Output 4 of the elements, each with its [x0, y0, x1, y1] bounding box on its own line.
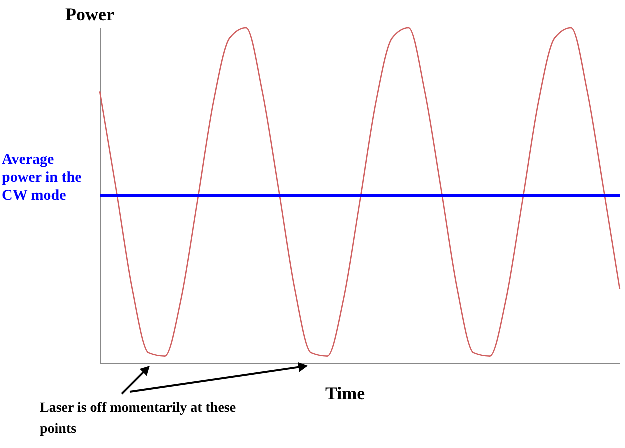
y-axis-title: Power — [66, 4, 114, 24]
x-axis-title: Time — [326, 384, 366, 404]
ref-line-label: Average power in the CW mode — [2, 150, 83, 204]
text: Laser is off momentarily at these points — [40, 400, 238, 439]
